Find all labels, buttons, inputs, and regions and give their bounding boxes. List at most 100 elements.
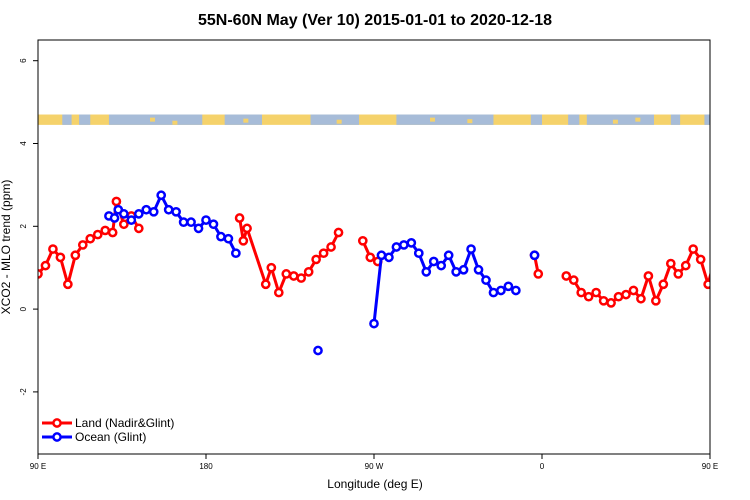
x-tick-label: 180 (199, 462, 213, 471)
y-tick-label: 4 (19, 141, 28, 146)
series-ocean (104, 190, 540, 356)
world-map-strip (38, 114, 747, 125)
data-point (318, 248, 329, 259)
data-point (63, 279, 73, 290)
data-point (443, 250, 454, 261)
map-ocean-region (736, 115, 747, 125)
data-point (466, 244, 476, 254)
x-tick-label: 0 (540, 462, 545, 471)
legend-label: Ocean (Glint) (75, 430, 146, 444)
data-point (488, 287, 499, 298)
data-point (529, 250, 540, 261)
data-point (92, 229, 103, 240)
map-ocean-region (396, 114, 494, 125)
data-point (40, 260, 51, 271)
data-point (365, 252, 376, 263)
data-point (111, 196, 122, 207)
x-axis: 90 E 180 90 W 0 90 E (30, 454, 718, 471)
data-point (107, 227, 118, 238)
map-ocean-region (568, 114, 580, 125)
data-point (126, 215, 137, 225)
map-ocean-region (79, 114, 91, 125)
data-point (296, 273, 307, 283)
y-tick-label: -2 (19, 388, 28, 396)
data-point (481, 275, 491, 285)
data-point (100, 225, 111, 236)
data-point (406, 238, 417, 248)
data-point (399, 240, 409, 250)
data-point (568, 275, 579, 285)
data-point (208, 219, 219, 230)
map-land-patch (243, 118, 249, 123)
legend-marker (52, 418, 62, 428)
data-point (703, 279, 710, 290)
data-point (413, 248, 424, 259)
data-point (266, 262, 277, 273)
data-point (148, 206, 159, 217)
data-point (242, 223, 252, 234)
data-point (186, 217, 196, 228)
data-point (303, 266, 314, 277)
data-point (201, 215, 211, 225)
data-point (311, 254, 321, 265)
data-point (156, 190, 167, 201)
map-land-patch (150, 117, 155, 122)
y-axis-label: XCO2 - MLO trend (ppm) (0, 180, 13, 315)
map-ocean-region (704, 114, 710, 125)
data-point (273, 287, 284, 298)
data-point (119, 209, 129, 219)
legend: Land (Nadir&Glint)Ocean (Glint) (42, 416, 174, 444)
data-point (238, 235, 249, 246)
data-point (357, 235, 368, 246)
data-point (171, 206, 181, 217)
data-point (695, 254, 706, 265)
y-tick-label: 6 (19, 58, 28, 63)
data-point (333, 227, 344, 238)
data-point (511, 285, 521, 296)
map-ocean-region (62, 114, 72, 125)
data-point (727, 235, 734, 242)
data-point (326, 242, 336, 252)
data-point (48, 244, 58, 254)
data-point (421, 266, 432, 277)
data-point (636, 293, 646, 304)
data-point (591, 287, 601, 298)
data-point (133, 223, 144, 234)
data-point (77, 240, 88, 250)
x-tick-label: 90 W (365, 462, 384, 471)
data-point (680, 260, 691, 271)
data-point (651, 295, 661, 306)
data-point (576, 287, 587, 298)
plot-frame (37, 39, 711, 455)
data-point (613, 291, 624, 302)
data-point (503, 281, 514, 292)
data-point (216, 231, 226, 242)
data-point (436, 260, 447, 271)
data-point (391, 242, 402, 252)
data-point (141, 204, 152, 215)
data-point (606, 298, 616, 308)
data-point (561, 271, 572, 281)
data-point (598, 295, 609, 306)
x-tick-label: 90 E (702, 462, 718, 471)
data-point (178, 217, 189, 228)
map-ocean-region (670, 114, 681, 125)
data-point (163, 204, 174, 215)
data-point (458, 264, 469, 275)
series-line (565, 247, 710, 305)
data-point (234, 213, 245, 223)
map-land-band (38, 114, 710, 125)
data-point (712, 252, 719, 259)
y-axis: -2 0 2 4 6 (19, 58, 38, 396)
data-point (451, 266, 461, 277)
data-point (288, 271, 299, 281)
data-point (376, 250, 387, 261)
data-point (55, 252, 66, 263)
map-land-patch (336, 119, 342, 124)
map-land-patch (635, 117, 641, 122)
data-point (473, 264, 484, 275)
map-ocean-region (530, 114, 542, 125)
data-point (119, 219, 129, 230)
data-point (742, 227, 749, 234)
